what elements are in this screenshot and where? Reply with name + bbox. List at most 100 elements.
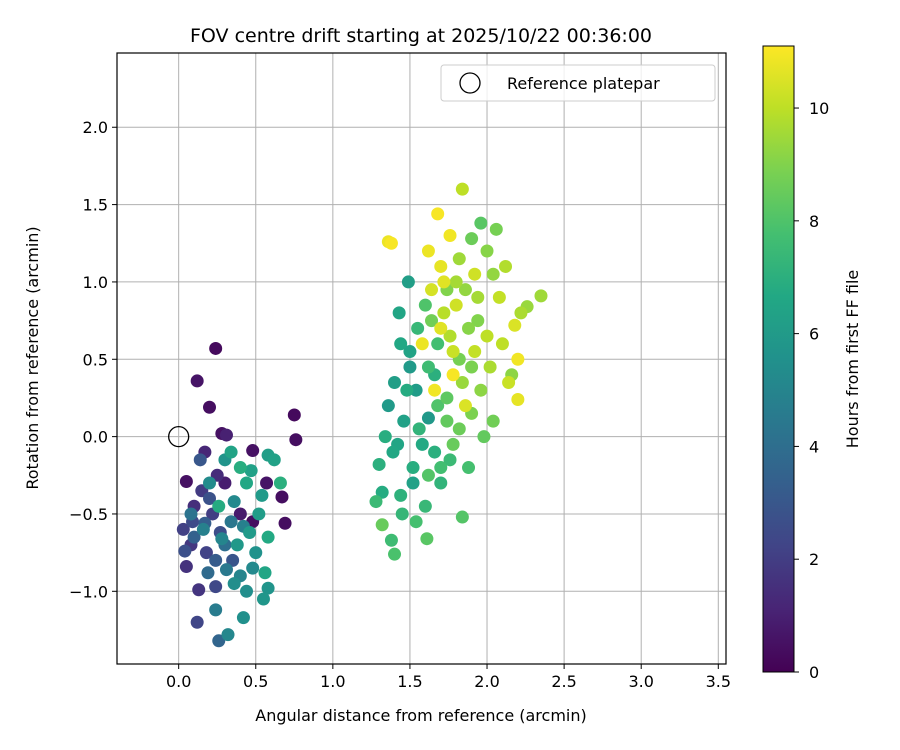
- reference-point-marker: [168, 425, 190, 448]
- x-tick-label: 3.0: [628, 672, 653, 691]
- data-point: [425, 314, 439, 328]
- colorbar-tick-label: 6: [809, 325, 819, 344]
- data-point: [388, 547, 402, 561]
- data-point: [440, 414, 454, 428]
- data-point: [244, 464, 258, 478]
- data-point: [209, 580, 223, 594]
- colorbar: 0 2 4 6 8 10 Hours from first FF file: [762, 45, 862, 682]
- data-point: [203, 476, 217, 490]
- data-point: [201, 566, 215, 580]
- data-point: [261, 530, 275, 544]
- colorbar-tick-label: 0: [809, 663, 819, 682]
- data-point: [477, 430, 491, 444]
- y-axis-label: Rotation from reference (arcmin): [23, 226, 42, 489]
- data-point: [434, 259, 448, 273]
- data-point: [458, 399, 472, 413]
- data-point: [431, 207, 445, 221]
- data-point: [534, 289, 548, 303]
- data-point: [212, 499, 226, 513]
- data-point: [499, 259, 513, 273]
- data-point: [179, 474, 193, 488]
- data-point: [431, 337, 445, 351]
- data-point: [400, 383, 414, 397]
- data-point: [192, 583, 206, 597]
- data-point: [255, 488, 269, 502]
- x-axis-ticks: 0.0 0.5 1.0 1.5 2.0 2.5 3.0 3.5: [166, 664, 731, 691]
- data-point: [421, 468, 435, 482]
- data-point: [178, 544, 192, 558]
- data-point: [275, 490, 289, 504]
- data-point: [203, 491, 217, 505]
- data-point: [443, 229, 457, 243]
- x-tick-label: 0.5: [243, 672, 268, 691]
- data-point: [431, 399, 445, 413]
- data-point: [219, 563, 233, 577]
- data-point: [483, 360, 497, 374]
- data-point: [278, 516, 292, 530]
- data-point: [403, 360, 417, 374]
- data-point: [258, 566, 272, 580]
- data-point: [420, 532, 434, 546]
- y-tick-label: 0.5: [83, 350, 108, 369]
- data-point: [386, 445, 400, 459]
- y-tick-label: −0.5: [69, 505, 108, 524]
- data-point: [406, 461, 420, 475]
- data-point: [378, 430, 392, 444]
- data-point: [489, 222, 503, 236]
- data-point: [246, 561, 260, 575]
- data-point: [403, 345, 417, 359]
- data-point: [411, 321, 425, 335]
- data-point: [440, 391, 454, 405]
- data-point: [190, 374, 204, 388]
- data-point: [474, 216, 488, 230]
- x-tick-label: 1.5: [397, 672, 422, 691]
- data-point: [502, 375, 516, 389]
- data-point: [372, 457, 386, 471]
- data-point: [226, 553, 240, 567]
- data-point: [246, 444, 260, 458]
- data-point: [261, 581, 275, 595]
- data-point: [215, 532, 229, 546]
- data-point: [209, 603, 223, 617]
- x-tick-label: 2.0: [474, 672, 499, 691]
- data-point: [511, 392, 525, 406]
- data-point: [443, 329, 457, 343]
- chart-title: FOV centre drift starting at 2025/10/22 …: [190, 25, 652, 47]
- data-point: [480, 329, 494, 343]
- data-point: [446, 345, 460, 359]
- data-point: [187, 530, 201, 544]
- data-point: [369, 495, 383, 509]
- data-point: [492, 290, 506, 304]
- data-point: [224, 515, 238, 529]
- data-point: [196, 522, 210, 536]
- data-point: [428, 445, 442, 459]
- data-point: [421, 360, 435, 374]
- data-point: [486, 414, 500, 428]
- data-point: [434, 461, 448, 475]
- data-point: [465, 232, 479, 246]
- data-point: [412, 422, 426, 436]
- data-point: [184, 507, 198, 521]
- data-point: [437, 275, 451, 289]
- colorbar-ticks: 0 2 4 6 8 10: [794, 99, 829, 682]
- y-tick-label: −1.0: [69, 582, 108, 601]
- x-axis-label: Angular distance from reference (arcmin): [255, 706, 586, 725]
- data-points: [176, 182, 548, 648]
- y-tick-label: 2.0: [83, 118, 108, 137]
- data-point: [392, 306, 406, 320]
- legend-box: [440, 64, 716, 102]
- legend-marker-icon: [459, 72, 481, 94]
- data-point: [233, 461, 247, 475]
- data-point: [209, 553, 223, 567]
- data-point: [256, 592, 270, 606]
- data-point: [267, 453, 281, 467]
- data-point: [511, 352, 525, 366]
- y-tick-label: 0.0: [83, 428, 108, 447]
- data-point: [401, 275, 415, 289]
- data-point: [443, 453, 457, 467]
- data-point: [458, 283, 472, 297]
- data-point: [243, 526, 257, 540]
- data-point: [446, 368, 460, 382]
- data-point: [468, 345, 482, 359]
